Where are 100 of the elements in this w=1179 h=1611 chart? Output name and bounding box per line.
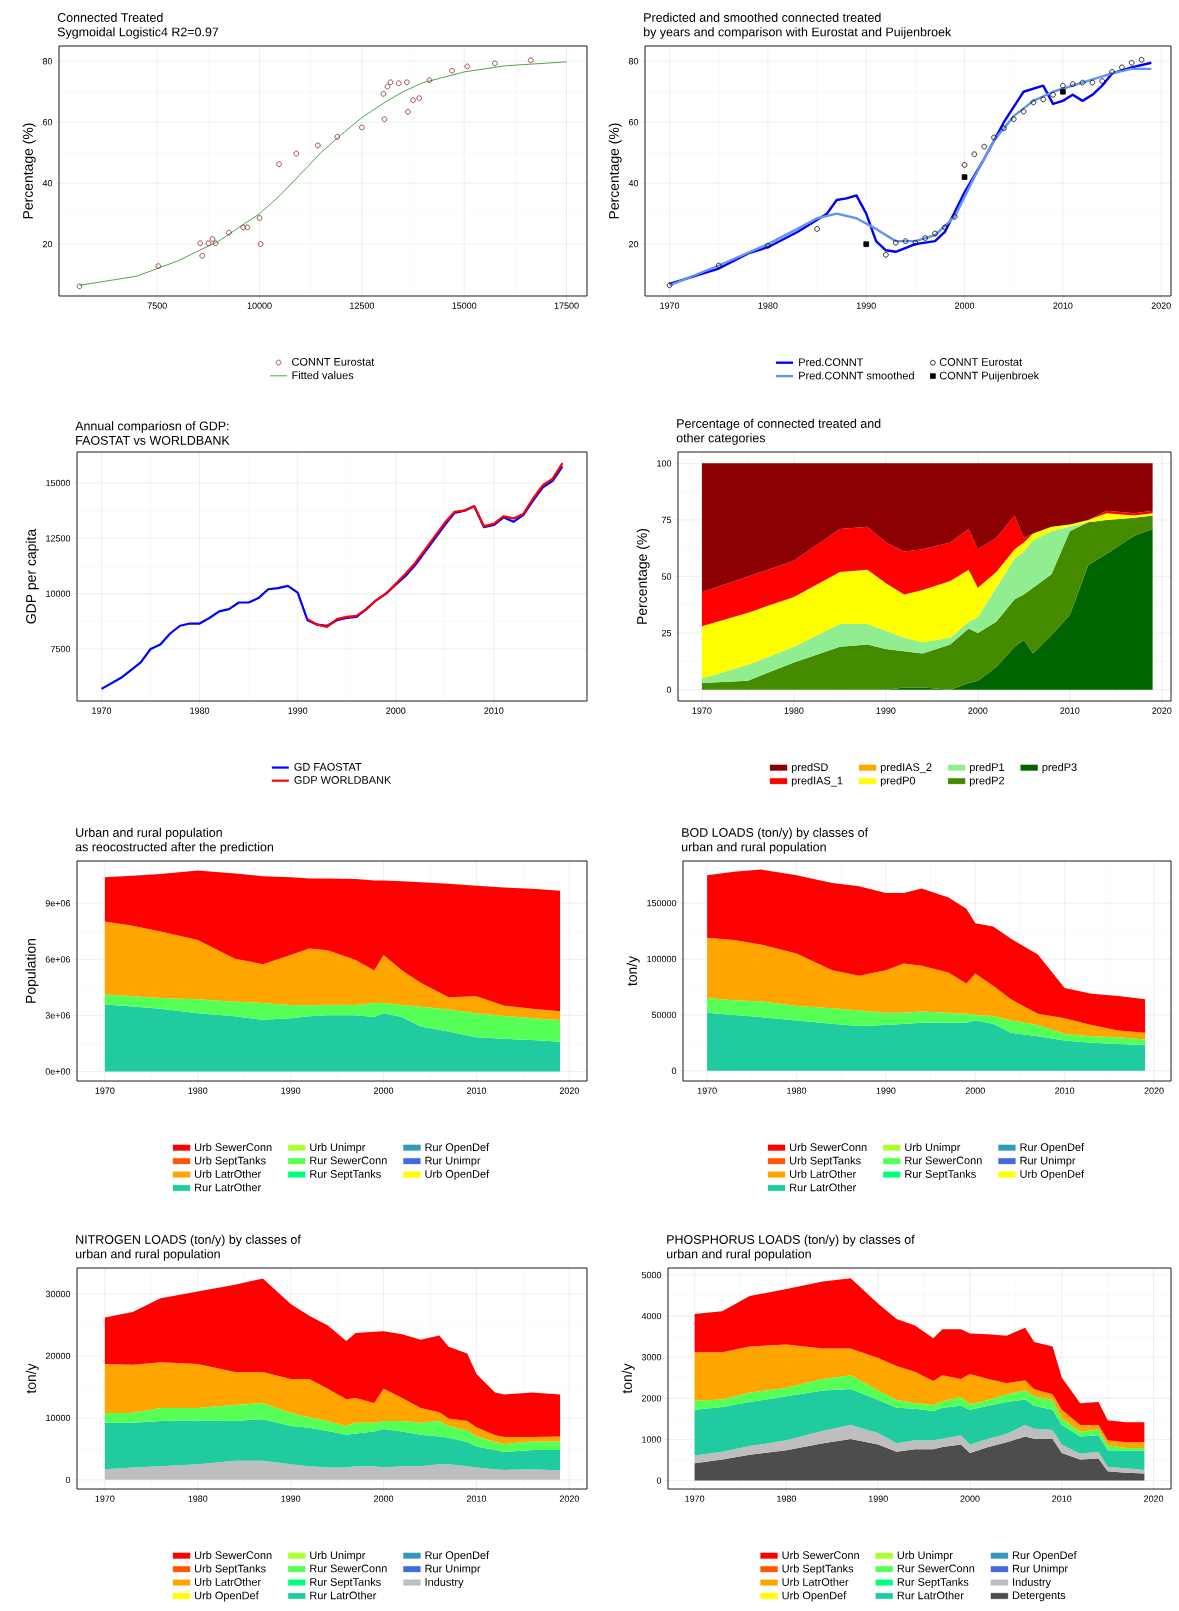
point (244, 224, 251, 231)
legend-label: Urb SewerConn (195, 1550, 272, 1560)
legend-label: Rur Unimpr (1012, 1564, 1068, 1575)
point (197, 240, 203, 247)
point (892, 239, 899, 246)
x-tick-label: 2010 (1053, 302, 1073, 309)
point (410, 97, 416, 104)
x-tick-label: 2000 (955, 302, 975, 309)
y-tick-label: 100000 (647, 955, 677, 963)
legend-label: Rur SeptTanks (897, 1577, 969, 1589)
x-tick-label: 2010 (466, 1495, 487, 1502)
x-tick-label: 1970 (660, 302, 680, 309)
point (256, 215, 263, 221)
y-axis-title: Percentage (%) (608, 123, 622, 219)
point (527, 57, 534, 64)
x-tick-label: 1970 (692, 707, 712, 714)
point (932, 230, 938, 237)
y-tick-label: 75 (661, 516, 672, 524)
point (1030, 99, 1037, 106)
point (1138, 56, 1145, 63)
point (961, 162, 968, 168)
point (715, 262, 722, 269)
point (912, 239, 919, 246)
legend-label: Rur SeptTanks (905, 1169, 976, 1181)
point (426, 77, 433, 83)
point (387, 79, 394, 86)
x-tick-label: 1990 (288, 707, 308, 714)
y-axis-title: Population (25, 938, 39, 1003)
x-tick-label: 2020 (1152, 707, 1172, 714)
point (902, 238, 909, 244)
legend-label: Rur OpenDef (425, 1143, 490, 1154)
legend-label: Urb OpenDef (782, 1591, 847, 1602)
legend-label: Rur Unimpr (1020, 1156, 1076, 1167)
point (257, 241, 264, 247)
x-tick-label: 10000 (247, 302, 272, 309)
point (315, 142, 321, 149)
y-tick-label: 4000 (641, 1312, 662, 1320)
y-tick-label: 100 (657, 460, 672, 467)
legend-label: Urb OpenDef (195, 1591, 259, 1602)
point (226, 229, 232, 236)
legend-label: Urb SeptTanks (195, 1564, 266, 1575)
point (240, 224, 246, 231)
legend-label: CONNT Eurostat (292, 357, 375, 366)
y-tick-label: 0 (671, 1067, 677, 1074)
point (1010, 116, 1017, 122)
legend-label: Urb SeptTanks (782, 1564, 854, 1575)
y-tick-label: 2000 (642, 1395, 662, 1402)
point (212, 240, 219, 247)
legend-label: predP1 (969, 762, 1005, 774)
point (293, 150, 300, 157)
x-tick-label: 2020 (1144, 1087, 1164, 1094)
y-axis-title: ton/y (621, 1363, 635, 1394)
legend-label: predIAS_1 (791, 776, 843, 787)
y-tick-label: 150000 (647, 899, 677, 907)
chart-title: Annual compariosn of GDP: (75, 421, 229, 433)
point (1128, 59, 1135, 66)
legend-label: Urb Unimpr (310, 1142, 366, 1154)
legend-label: Urb SewerConn (782, 1550, 859, 1560)
legend-label: Industry (1013, 1577, 1052, 1589)
y-tick-label: 80 (42, 58, 53, 65)
x-tick-label: 1990 (281, 1087, 301, 1094)
x-tick-label: 1990 (876, 707, 896, 714)
point (666, 282, 673, 289)
y-tick-label: 60 (628, 119, 639, 126)
x-tick-label: 2000 (386, 707, 406, 714)
y-tick-label: 3e+06 (45, 1012, 71, 1019)
x-tick-label: 2010 (1055, 1087, 1075, 1094)
chart-subtitle: urban and rural population (667, 1249, 811, 1261)
chart-title: Predicted and smoothed connected treated (644, 12, 881, 22)
chart-title: NITROGEN LOADS (ton/y) by classes of (76, 1234, 301, 1247)
point (1119, 64, 1125, 71)
line-series (79, 61, 567, 286)
legend-label: Urb LatrOther (782, 1577, 849, 1586)
point (961, 174, 968, 180)
x-tick-label: 1990 (856, 302, 876, 309)
y-tick-label: 9e+06 (45, 900, 71, 907)
y-tick-label: 3000 (641, 1354, 662, 1361)
x-tick-label: 1970 (685, 1495, 705, 1502)
point (1050, 91, 1056, 98)
y-axis-title: GDP per capita (25, 528, 39, 624)
point (449, 67, 455, 74)
legend-label: Pred.CONNT (799, 357, 864, 367)
legend-label: Urb SeptTanks (195, 1156, 266, 1167)
x-tick-label: 2000 (374, 1087, 394, 1094)
legend-label: Rur SewerConn (905, 1156, 982, 1165)
legend-label: Rur SewerConn (897, 1564, 975, 1573)
point (405, 109, 411, 115)
y-tick-label: 80 (628, 58, 639, 65)
legend-label: Pred.CONNT smoothed (799, 371, 914, 380)
y-axis-title: ton/y (25, 1363, 39, 1394)
chart-title: Percentage of connected treated and (677, 418, 881, 431)
legend-label: Rur SewerConn (310, 1156, 387, 1165)
legend-label: predP0 (880, 776, 916, 787)
legend-label: Urb LatrOther (195, 1577, 261, 1586)
point (1089, 79, 1096, 86)
y-tick-label: 20000 (46, 1352, 71, 1360)
x-tick-label: 1970 (95, 1087, 115, 1094)
legend-label: Rur LatrOther (897, 1591, 964, 1600)
legend-label: predIAS_2 (880, 762, 932, 774)
x-tick-label: 15000 (452, 302, 477, 309)
